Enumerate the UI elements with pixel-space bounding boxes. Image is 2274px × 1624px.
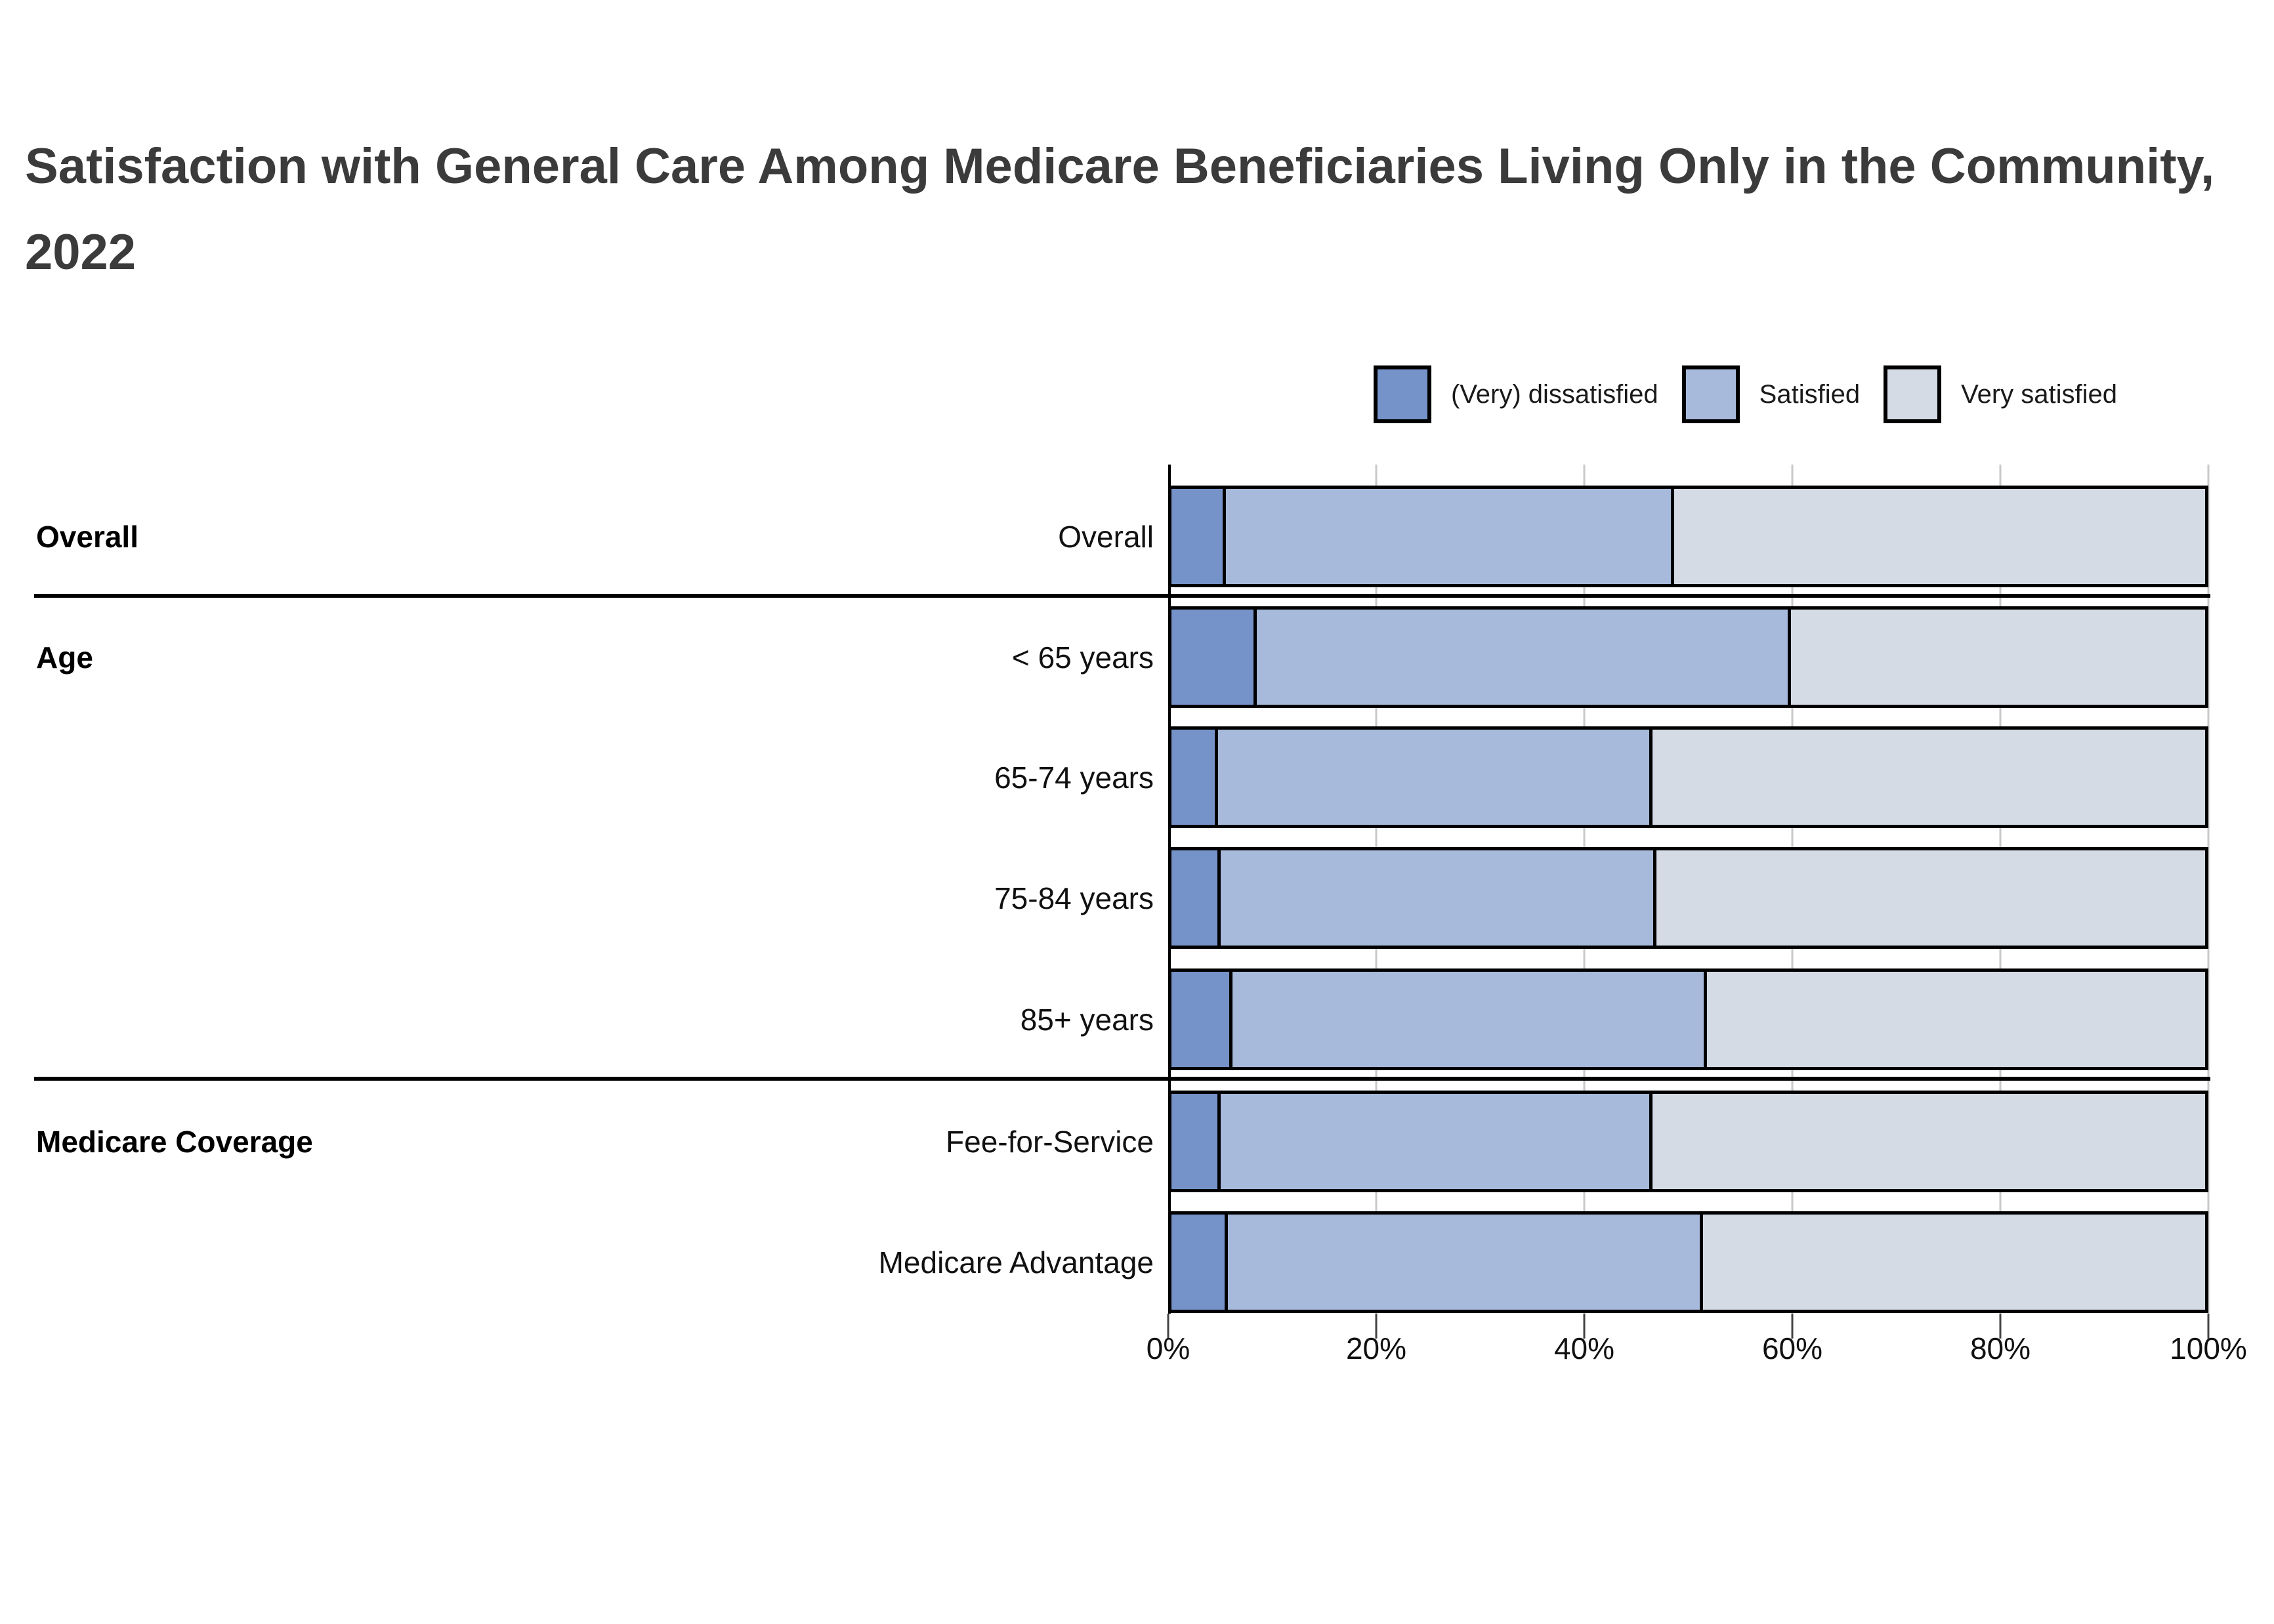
group-separator	[34, 1077, 2210, 1081]
legend-item-dissatisfied: (Very) dissatisfied	[1374, 365, 1658, 423]
group-label: Medicare Coverage	[36, 1124, 313, 1159]
group-label: Age	[36, 640, 93, 675]
grid-line-100	[2207, 465, 2210, 1314]
bar-row	[1168, 486, 2208, 587]
row-label: < 65 years	[1011, 640, 1154, 675]
x-axis-tick-label: 40%	[1553, 1331, 1615, 1365]
x-axis-tick-80	[1999, 1314, 2002, 1339]
legend-swatch-very-satisfied-icon	[1884, 365, 1942, 423]
bar-segment-very-satisfied	[1674, 489, 2205, 584]
bar-segment-very-satisfied	[1791, 610, 2205, 705]
legend-label: Satisfied	[1759, 379, 1861, 409]
legend-label: Very satisfied	[1961, 379, 2117, 409]
bar-segment-satisfied	[1228, 1215, 1703, 1310]
bar-row	[1168, 968, 2208, 1070]
legend-swatch-dissatisfied-icon	[1374, 365, 1431, 423]
x-axis-tick-60	[1791, 1314, 1794, 1339]
bar-segment-satisfied	[1221, 1094, 1653, 1189]
group-label: Overall	[36, 519, 138, 554]
bar-row	[1168, 1091, 2208, 1192]
row-label: Fee-for-Service	[946, 1124, 1154, 1159]
bar-row	[1168, 847, 2208, 949]
bar-segment-very-satisfied	[1656, 850, 2205, 946]
x-axis-tick-label: 80%	[1969, 1331, 2031, 1365]
legend-label: (Very) dissatisfied	[1451, 379, 1658, 409]
row-label: 85+ years	[1020, 1002, 1154, 1037]
row-label: Overall	[1058, 519, 1154, 554]
bar-segment-very-satisfied	[1653, 1094, 2205, 1189]
bar-segment-dissatisfied	[1171, 1215, 1229, 1310]
bar-segment-dissatisfied	[1171, 850, 1221, 946]
x-axis-tick-20	[1375, 1314, 1378, 1339]
bar-segment-satisfied	[1217, 730, 1653, 825]
bar-segment-dissatisfied	[1171, 730, 1218, 825]
row-label: Medicare Advantage	[878, 1245, 1154, 1280]
bar-segment-satisfied	[1226, 489, 1674, 584]
row-label: 75-84 years	[994, 881, 1154, 915]
x-axis-tick-label: 60%	[1761, 1331, 1823, 1365]
bar-row	[1168, 1211, 2208, 1313]
x-axis-tick-0	[1167, 1314, 1169, 1339]
bar-segment-dissatisfied	[1171, 610, 1257, 705]
chart-title: Satisfaction with General Care Among Med…	[25, 138, 2215, 281]
row-label: 65-74 years	[994, 760, 1154, 795]
bar-segment-satisfied	[1257, 610, 1792, 705]
bar-segment-dissatisfied	[1171, 1094, 1221, 1189]
bar-segment-very-satisfied	[1702, 1215, 2205, 1310]
bar-row	[1168, 726, 2208, 828]
group-separator	[34, 594, 2210, 598]
plot-area	[1167, 465, 2210, 1339]
legend-item-very-satisfied: Very satisfied	[1884, 365, 2117, 423]
legend-swatch-satisfied-icon	[1681, 365, 1740, 423]
bar-segment-very-satisfied	[1706, 972, 2205, 1067]
legend: (Very) dissatisfied Satisfied Very satis…	[1374, 365, 2117, 423]
bar-segment-dissatisfied	[1171, 972, 1232, 1067]
bar-segment-satisfied	[1232, 972, 1707, 1067]
x-axis-tick-label: 20%	[1345, 1331, 1407, 1365]
x-axis-tick-40	[1583, 1314, 1586, 1339]
bar-row	[1168, 606, 2208, 708]
x-axis-tick-label: 100%	[2170, 1331, 2247, 1365]
x-axis-tick-label: 0%	[1146, 1331, 1190, 1365]
bar-segment-satisfied	[1221, 850, 1657, 946]
bar-segment-dissatisfied	[1171, 489, 1227, 584]
x-axis-tick-100	[2207, 1314, 2210, 1339]
legend-item-satisfied: Satisfied	[1681, 365, 1861, 423]
bar-segment-very-satisfied	[1653, 730, 2205, 825]
